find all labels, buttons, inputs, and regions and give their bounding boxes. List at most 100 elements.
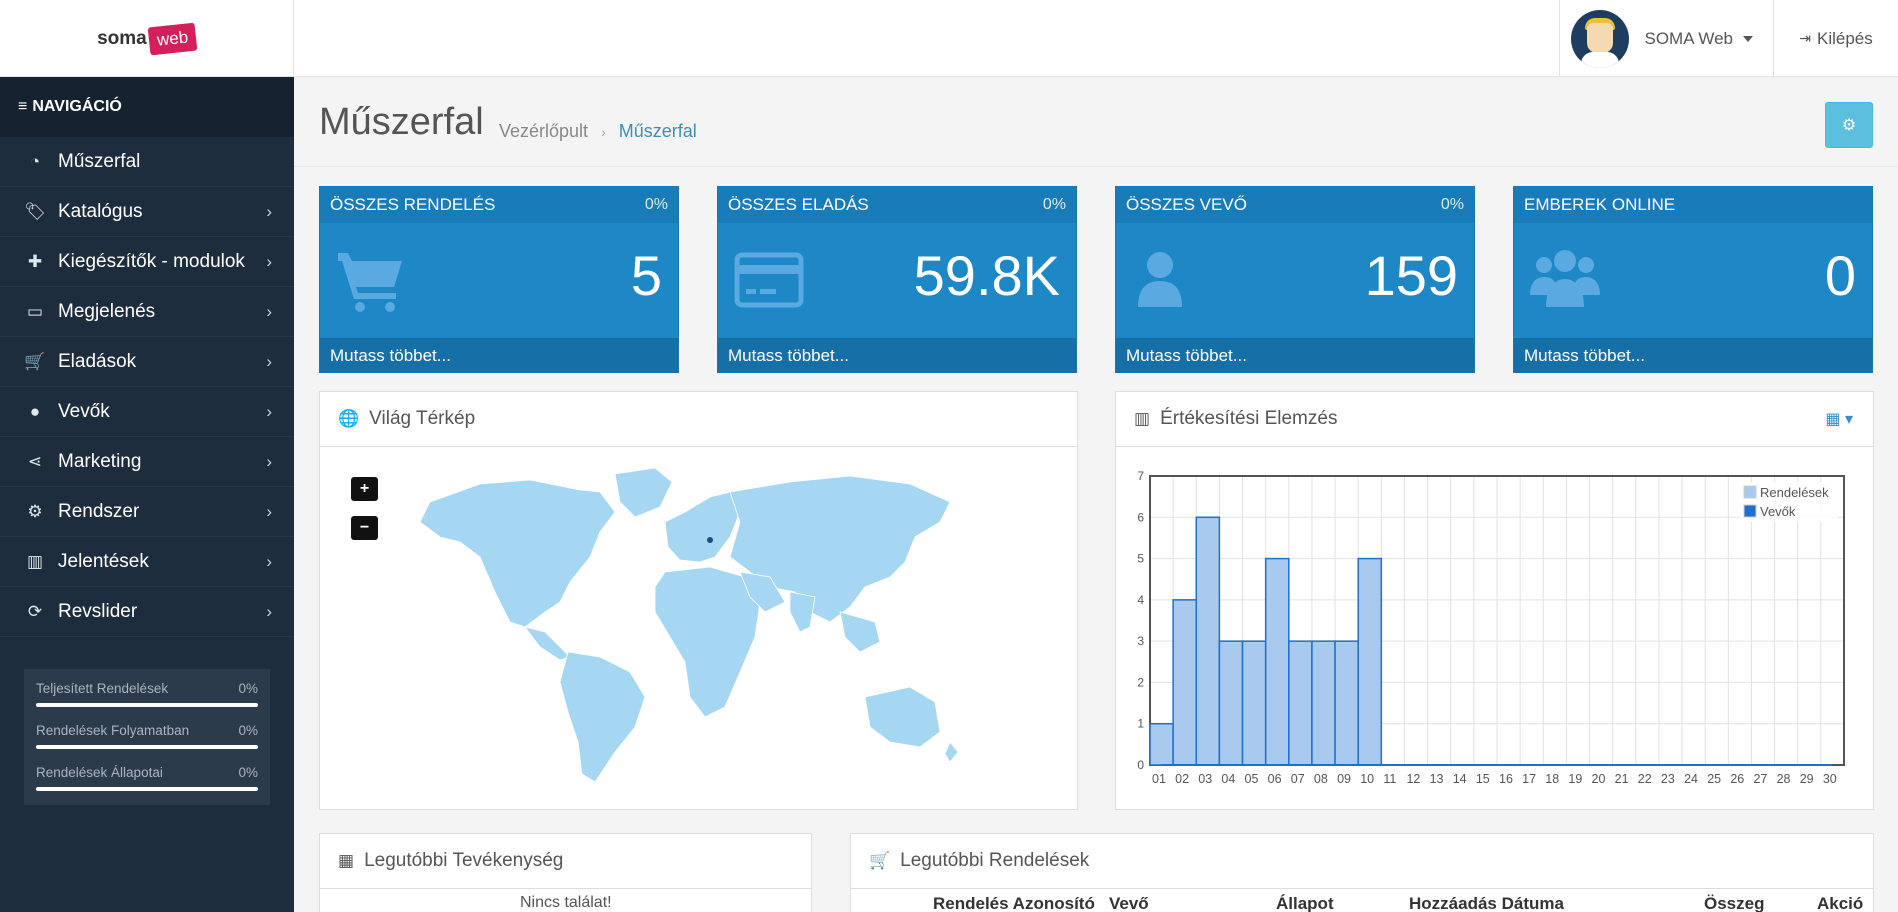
order-stats-box: Teljesített Rendelések 0% Rendelések Foly… [24, 669, 270, 805]
sidebar-item-reports[interactable]: ▥ Jelentések › [0, 537, 294, 587]
chevron-right-icon: › [266, 301, 272, 321]
sidebar-item-label: Eladások [58, 350, 137, 372]
legend-swatch [1743, 504, 1757, 518]
sales-analytics-panel: ▥ Értékesítési Elemzés ▦ ▾ 0 1 2 3 4 5 6 7 01 02 0… [1115, 391, 1874, 810]
stat-order-statuses: Rendelések Állapotai 0% [36, 753, 258, 795]
tile-total-sales: ÖSSZES ELADÁS 0% 59.8K Mutass többet... [717, 186, 1077, 373]
user-menu[interactable]: SOMA Web [1558, 0, 1774, 77]
x-tick-label: 30 [1823, 772, 1837, 786]
map-region-africa [654, 566, 761, 718]
map-region-southeast-asia [839, 611, 881, 653]
tile-more-link[interactable]: Mutass többet... [320, 338, 678, 373]
puzzle-icon: ✚ [27, 251, 43, 271]
zoom-out-button[interactable]: − [351, 516, 378, 540]
chart-bar [1264, 557, 1290, 766]
panel-header: ▥ Értékesítési Elemzés ▦ ▾ [1116, 392, 1873, 447]
tile-total-orders: ÖSSZES RENDELÉS 0% 5 Mutass többet... [319, 186, 679, 373]
tile-people-online: EMBEREK ONLINE 0 Mutass többet... [1513, 186, 1873, 373]
map-region-south-america [559, 651, 646, 783]
y-tick-label: 4 [1137, 593, 1144, 607]
map-region-europe [664, 491, 741, 563]
column-header-date-added[interactable]: Hozzáadás Dátuma [1409, 894, 1564, 912]
tile-more-link[interactable]: Mutass többet... [718, 338, 1076, 373]
sidebar-item-design[interactable]: ▭ Megjelenés › [0, 287, 294, 337]
logout-button[interactable]: ⇥ Kilépés [1773, 0, 1898, 77]
tile-value: 5 [630, 244, 662, 307]
sidebar-item-label: Rendszer [58, 500, 140, 522]
x-tick-label: 25 [1707, 772, 1721, 786]
chevron-right-icon: › [266, 401, 272, 421]
chart-bar [1311, 640, 1336, 766]
x-tick-label: 22 [1638, 772, 1652, 786]
bar-chart-icon: ▥ [1134, 409, 1151, 428]
panel-title: Világ Térkép [369, 408, 476, 429]
chevron-down-icon[interactable] [1743, 35, 1753, 42]
tags-icon: 🏷 [24, 201, 46, 221]
zoom-in-button[interactable]: + [351, 477, 378, 501]
calendar-dropdown-icon[interactable]: ▦ ▾ [1825, 411, 1853, 428]
sidebar-item-label: Műszerfal [58, 150, 141, 172]
users-icon [1530, 250, 1600, 307]
avatar[interactable] [1570, 9, 1629, 68]
y-tick-label: 6 [1137, 510, 1144, 524]
tile-percent: 0% [644, 196, 668, 213]
chevron-right-icon: › [266, 551, 272, 571]
world-map[interactable] [410, 462, 970, 802]
chevron-right-icon: › [266, 351, 272, 371]
sidebar-item-sales[interactable]: 🛒 Eladások › [0, 337, 294, 387]
column-header-action[interactable]: Akció [1817, 894, 1864, 912]
logo-area[interactable]: soma web [0, 0, 294, 77]
map-region-india [789, 591, 816, 633]
bar-chart-icon: ▥ [26, 551, 44, 571]
logo[interactable]: soma web [97, 22, 198, 55]
sidebar-item-dashboard[interactable]: ◔ Műszerfal [0, 137, 294, 187]
user-icon: ● [29, 401, 41, 421]
panel-header: ▦ Legutóbbi Tevékenység [320, 834, 811, 889]
tile-total-customers: ÖSSZES VEVŐ 0% 159 Mutass többet... [1115, 186, 1475, 373]
column-header-status[interactable]: Állapot [1276, 894, 1334, 912]
chart-bar [1218, 640, 1244, 766]
sidebar-item-marketing[interactable]: ⋖ Marketing › [0, 437, 294, 487]
sidebar-item-extensions[interactable]: ✚ Kiegészítők - modulok › [0, 237, 294, 287]
tile-more-link[interactable]: Mutass többet... [1116, 338, 1474, 373]
panel-header: 🛒 Legutóbbi Rendelések [851, 834, 1873, 889]
logo-web: web [147, 22, 198, 55]
x-tick-label: 10 [1360, 772, 1374, 786]
tile-percent: 0% [1440, 196, 1464, 213]
calendar-icon: ▦ [338, 851, 355, 870]
tile-more-link[interactable]: Mutass többet... [1514, 338, 1872, 373]
sales-chart-area: 0 1 2 3 4 5 6 7 01 02 03 04 05 06 07 08 09 10 11 12 13 14 15 16… [1116, 447, 1870, 786]
sidebar-item-system[interactable]: ⚙ Rendszer › [0, 487, 294, 537]
x-tick-label: 02 [1175, 772, 1189, 786]
column-header-customer[interactable]: Vevő [1109, 894, 1149, 912]
x-tick-label: 14 [1453, 772, 1467, 786]
breadcrumb-current[interactable]: Műszerfal [618, 121, 697, 141]
sidebar-item-label: Katalógus [58, 200, 143, 222]
chevron-right-icon: › [266, 501, 272, 521]
sidebar-item-label: Marketing [58, 450, 142, 472]
x-tick-label: 01 [1152, 772, 1166, 786]
sidebar-item-revslider[interactable]: ⟳ Revslider › [0, 587, 294, 637]
user-name[interactable]: SOMA Web [1644, 28, 1734, 48]
panel-header: 🌐 Világ Térkép [320, 392, 1077, 447]
x-tick-label: 15 [1476, 772, 1490, 786]
gear-icon: ⚙ [1841, 117, 1857, 134]
y-tick-label: 2 [1137, 675, 1144, 689]
column-header-order-id[interactable]: Rendelés Azonosító [933, 894, 1095, 912]
logout-label: Kilépés [1816, 28, 1873, 48]
x-tick-label: 21 [1615, 772, 1629, 786]
dashboard-icon: ◔ [29, 151, 41, 171]
legend-label: Vevők [1760, 504, 1796, 519]
settings-button[interactable]: ⚙ [1825, 102, 1873, 148]
tile-percent: 0% [1042, 196, 1066, 213]
column-header-total[interactable]: Összeg [1704, 894, 1765, 912]
x-tick-label: 28 [1777, 772, 1791, 786]
panel-title: Legutóbbi Tevékenység [364, 850, 564, 871]
sidebar-item-customers[interactable]: ● Vevők › [0, 387, 294, 437]
breadcrumb-home[interactable]: Vezérlőpult [499, 121, 589, 141]
x-tick-label: 18 [1545, 772, 1559, 786]
chevron-right-icon: › [266, 201, 272, 221]
credit-card-icon [734, 252, 804, 308]
sidebar-item-catalog[interactable]: 🏷 Katalógus › [0, 187, 294, 237]
